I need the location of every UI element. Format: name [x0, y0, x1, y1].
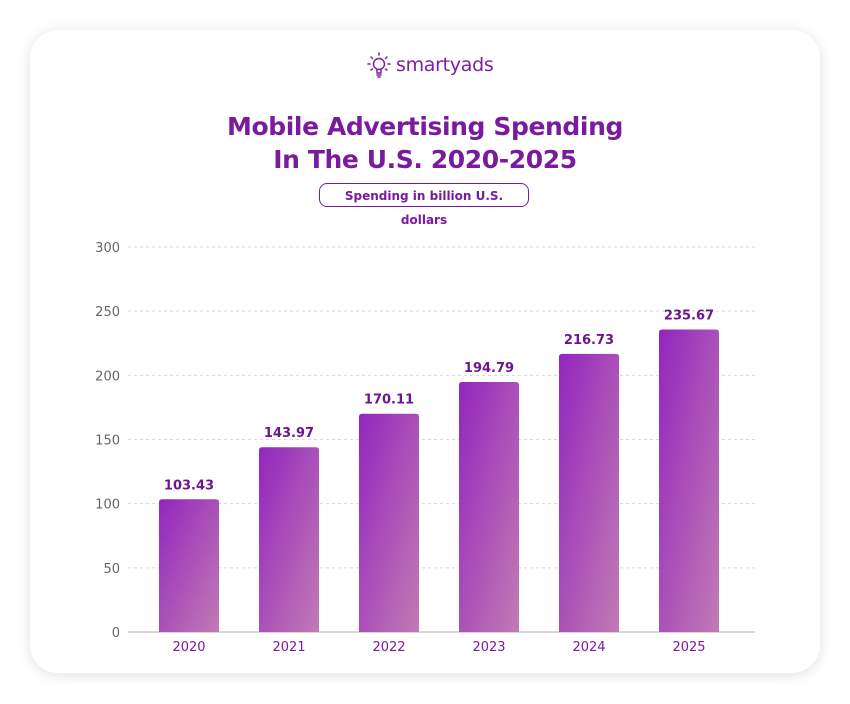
title-line-1: Mobile Advertising Spending [227, 112, 623, 141]
bar-2021 [259, 447, 319, 632]
x-tick-label: 2023 [472, 640, 505, 655]
data-label: 143.97 [264, 426, 314, 441]
x-tick-label: 2020 [172, 640, 205, 655]
y-tick-label: 300 [95, 241, 120, 256]
data-label: 194.79 [464, 361, 514, 376]
data-label: 170.11 [364, 393, 414, 408]
y-tick-label: 0 [112, 626, 120, 641]
bar-2024 [559, 353, 619, 632]
bar-2025 [659, 329, 719, 632]
lightbulb-icon [367, 52, 391, 78]
title-line-2: In The U.S. 2020-2025 [273, 145, 577, 174]
bar-2023 [459, 382, 519, 632]
bar-2020 [159, 499, 219, 632]
x-tick-label: 2025 [672, 640, 705, 655]
x-tick-label: 2021 [272, 640, 305, 655]
chart-title: Mobile Advertising Spending In The U.S. 2… [0, 110, 850, 176]
y-tick-label: 100 [95, 498, 120, 513]
x-tick-label: 2022 [372, 640, 405, 655]
data-label: 235.67 [664, 309, 714, 324]
brand-logo: smartyads [366, 50, 494, 80]
subtitle-badge: Spending in billion U.S. dollars [319, 183, 529, 227]
y-tick-label: 50 [103, 562, 120, 577]
y-tick-label: 200 [95, 369, 120, 384]
data-label: 103.43 [164, 478, 214, 493]
brand-name: smartyads [396, 54, 494, 76]
x-tick-label: 2024 [572, 640, 605, 655]
bar-2022 [359, 413, 419, 632]
data-label: 216.73 [564, 333, 614, 348]
y-tick-label: 150 [95, 434, 120, 449]
y-tick-label: 250 [95, 305, 120, 320]
